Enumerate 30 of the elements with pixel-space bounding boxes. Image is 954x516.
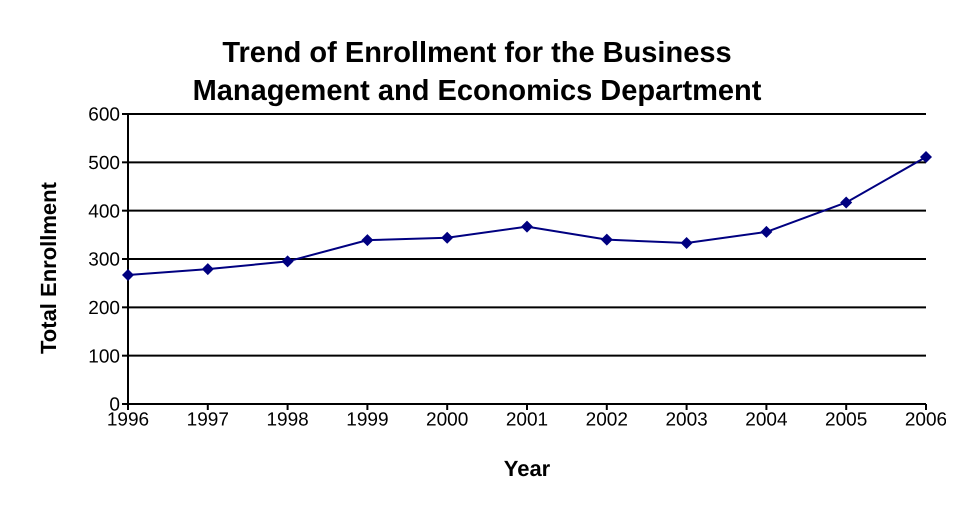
point [521, 220, 533, 233]
x-tick-label: 2005 [825, 409, 868, 430]
point [600, 234, 613, 246]
x-tick-label: 2002 [586, 409, 628, 430]
y-tick-label: 500 [88, 153, 120, 174]
point [361, 234, 374, 246]
y-tick-label: 100 [88, 346, 120, 368]
x-tick-label: 1997 [186, 409, 229, 430]
x-tick-label: 2003 [665, 409, 708, 430]
x-tick-label: 2001 [506, 409, 548, 430]
x-axis-title: Year [504, 456, 551, 481]
point [202, 263, 214, 276]
y-tick-label: 600 [88, 104, 120, 126]
y-tick-label: 200 [88, 298, 120, 320]
x-tick-label: 1999 [346, 409, 389, 430]
chart-title: Trend of Enrollment for the Business Management and Economics Department [192, 37, 762, 107]
x-tick-label: 1998 [266, 409, 309, 430]
y-tick-label: 400 [88, 201, 120, 222]
x-tick-label: 2006 [904, 409, 948, 430]
y-axis-title: Total Enrollment [36, 181, 61, 354]
point [840, 196, 852, 208]
x-tick-label: 2004 [745, 409, 788, 430]
point [680, 237, 693, 250]
point [441, 232, 454, 244]
y-tick-label: 300 [88, 250, 120, 271]
point [282, 255, 294, 268]
point [920, 151, 932, 164]
x-tick-label: 2000 [426, 409, 468, 430]
point [122, 268, 134, 281]
point [760, 226, 772, 238]
